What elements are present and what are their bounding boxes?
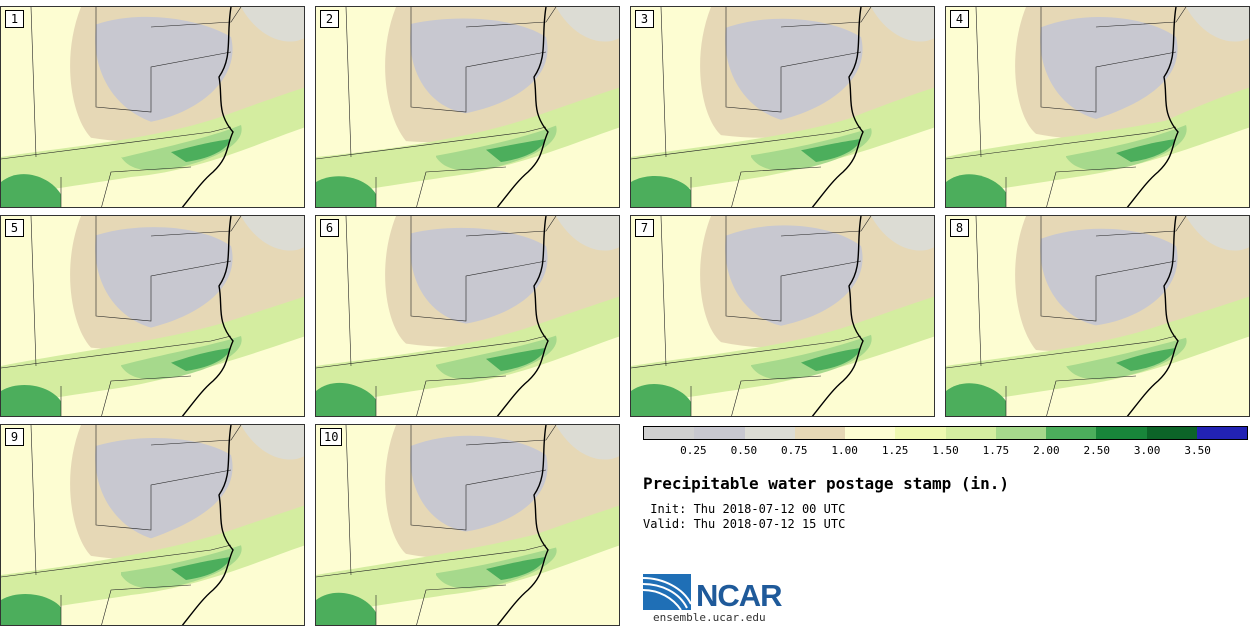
precipitable-water-map [1, 425, 304, 625]
member-panel-1: 1 [0, 6, 305, 208]
colorbar-segment [1046, 427, 1097, 439]
member-panel-9: 9 [0, 424, 305, 626]
precipitable-water-map [316, 425, 619, 625]
colorbar-tick-label: 0.75 [781, 444, 808, 457]
colorbar-segment [845, 427, 896, 439]
member-panel-7: 7 [630, 215, 935, 417]
colorbar-segment [945, 427, 996, 439]
logo-name: NCAR [696, 578, 783, 613]
member-panel-4: 4 [945, 6, 1250, 208]
colorbar-segment [1096, 427, 1147, 439]
colorbar-tick-label: 2.00 [1033, 444, 1060, 457]
colorbar-segment [644, 427, 695, 439]
precipitable-water-map [1, 7, 304, 207]
precipitable-water-map [946, 216, 1249, 416]
precipitable-water-map [946, 7, 1249, 207]
member-label: 4 [950, 10, 969, 28]
colorbar-segment [1146, 427, 1197, 439]
member-panel-8: 8 [945, 215, 1250, 417]
member-panel-3: 3 [630, 6, 935, 208]
colorbar-tick-label: 0.50 [730, 444, 758, 457]
member-label: 1 [5, 10, 24, 28]
colorbar-tick-label: 3.50 [1184, 444, 1211, 457]
colorbar-segment [744, 427, 795, 439]
precipitable-water-map [631, 7, 934, 207]
colorbar-tick-label: 1.75 [982, 444, 1010, 457]
member-label: 3 [635, 10, 654, 28]
time-info: Init: Thu 2018-07-12 00 UTC Valid: Thu 2… [643, 502, 845, 532]
precipitable-water-map [316, 7, 619, 207]
colorbar-segment [895, 427, 946, 439]
member-label: 9 [5, 428, 24, 446]
member-label: 8 [950, 219, 969, 237]
colorbar-ticks: 0.25 0.50 0.75 1.00 1.25 1.50 1.75 2.00 2.50 3.00… [643, 444, 1248, 458]
member-panel-2: 2 [315, 6, 620, 208]
ncar-logo-icon [643, 574, 692, 611]
colorbar-tick-label: 0.25 [680, 444, 707, 457]
member-panel-10: 10 [315, 424, 620, 626]
chart-title: Precipitable water postage stamp (in.) [643, 474, 1010, 493]
init-time: Init: Thu 2018-07-12 00 UTC [643, 502, 846, 516]
colorbar-tick-label: 1.25 [881, 444, 909, 457]
logo-url: ensemble.ucar.edu [653, 611, 766, 624]
member-panel-6: 6 [315, 215, 620, 417]
valid-time: Valid: Thu 2018-07-12 15 UTC [643, 517, 846, 531]
colorbar-tick-label: 3.00 [1133, 444, 1161, 457]
member-panel-5: 5 [0, 215, 305, 417]
precipitable-water-map [1, 216, 304, 416]
member-label: 2 [320, 10, 339, 28]
member-label: 10 [320, 428, 343, 446]
precipitable-water-map [631, 216, 934, 416]
member-label: 6 [320, 219, 339, 237]
colorbar-segment [794, 427, 845, 439]
colorbar [643, 426, 1248, 440]
precipitable-water-map [316, 216, 619, 416]
colorbar-segment [694, 427, 745, 439]
member-label: 5 [5, 219, 24, 237]
colorbar-tick-label: 1.00 [831, 444, 858, 457]
colorbar-segment [995, 427, 1046, 439]
colorbar-segment [1196, 427, 1247, 439]
colorbar-tick-label: 2.50 [1083, 444, 1111, 457]
member-label: 7 [635, 219, 654, 237]
colorbar-tick-label: 1.50 [932, 444, 959, 457]
